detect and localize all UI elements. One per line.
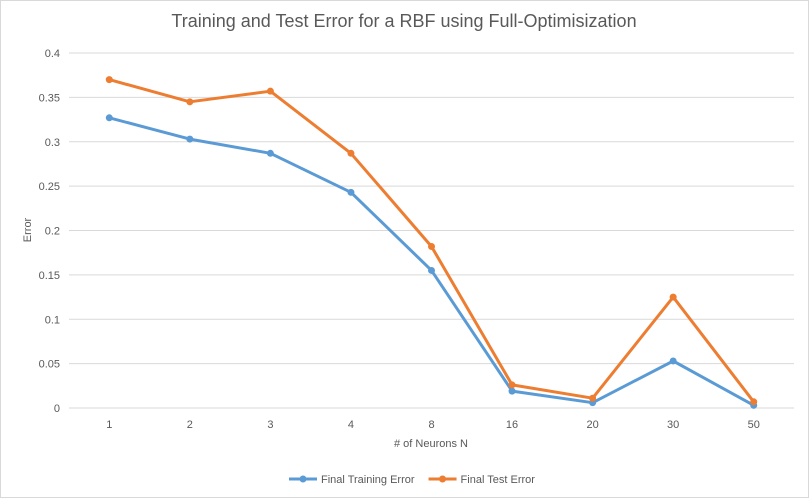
data-point — [186, 98, 194, 106]
y-tick-label: 0.35 — [39, 92, 60, 104]
gridlines — [69, 52, 794, 409]
y-tick-label: 0 — [54, 403, 60, 415]
data-point — [428, 266, 435, 274]
data-point — [669, 293, 677, 301]
y-axis-ticks: 0 0.05 0.1 0.15 0.2 0.25 0.3 0.35 0.4 — [39, 48, 60, 415]
chart-title: Training and Test Error for a RBF using … — [171, 11, 636, 31]
x-tick-label: 16 — [506, 419, 518, 431]
data-point — [266, 149, 274, 157]
data-point — [508, 387, 516, 395]
series-line-0 — [107, 116, 756, 407]
x-tick-label: 30 — [667, 419, 679, 431]
x-tick-label: 20 — [586, 419, 598, 431]
data-point — [347, 149, 355, 157]
legend-swatch-marker — [299, 475, 307, 483]
x-axis-ticks: 1 2 3 4 8 16 20 30 50 — [106, 419, 760, 431]
y-tick-label: 0.05 — [39, 359, 60, 371]
data-point — [266, 87, 274, 95]
x-tick-label: 8 — [428, 419, 434, 431]
x-tick-label: 50 — [748, 419, 760, 431]
data-point — [186, 135, 194, 143]
data-point — [750, 398, 758, 406]
legend-label: Final Test Error — [461, 474, 536, 486]
y-tick-label: 0.2 — [45, 226, 60, 238]
y-tick-label: 0.25 — [39, 181, 60, 193]
series-line-1 — [107, 78, 756, 404]
y-tick-label: 0.4 — [45, 48, 60, 60]
data-point — [347, 188, 355, 196]
x-axis-label: # of Neurons N — [394, 438, 468, 450]
series-lines — [107, 78, 756, 407]
legend-swatch-marker — [439, 475, 447, 483]
x-tick-label: 2 — [187, 419, 193, 431]
legend-label: Final Training Error — [321, 474, 415, 486]
y-tick-label: 0.3 — [45, 137, 60, 149]
y-tick-label: 0.15 — [39, 270, 60, 282]
data-point — [669, 357, 677, 365]
x-tick-label: 4 — [348, 419, 354, 431]
data-point — [508, 381, 516, 389]
data-point — [105, 114, 113, 122]
x-tick-label: 1 — [106, 419, 112, 431]
data-point — [589, 394, 597, 402]
y-tick-label: 0.1 — [45, 314, 60, 326]
y-axis-label: Error — [22, 217, 34, 242]
series-points — [105, 76, 758, 409]
legend: Final Training Error Final Test Error — [289, 474, 535, 486]
data-point — [105, 76, 113, 84]
x-tick-label: 3 — [267, 419, 273, 431]
data-point — [428, 242, 435, 250]
